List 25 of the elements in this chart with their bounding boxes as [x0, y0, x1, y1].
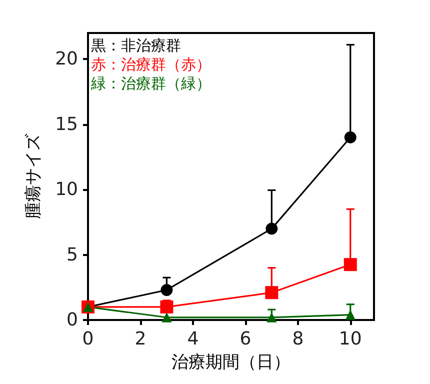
- y-tick-label: 0: [66, 310, 78, 330]
- point: [266, 312, 277, 322]
- point: [266, 222, 278, 235]
- text: 赤：治療群（赤）: [91, 56, 211, 74]
- x-tick-label: 10: [338, 328, 362, 350]
- text: 黒：非治療群: [91, 36, 181, 54]
- point: [265, 286, 278, 300]
- x-tick-label: 8: [292, 328, 304, 350]
- x-tick-label: 6: [240, 328, 252, 350]
- point: [160, 300, 174, 314]
- x-axis-title: 治療期間（日）: [172, 352, 290, 372]
- y-axis-title: 腫瘍サイズ: [24, 133, 44, 219]
- point: [344, 131, 356, 144]
- x-tick-label: 0: [82, 328, 94, 350]
- y-tick-label: 10: [55, 179, 78, 200]
- y-tick-label: 20: [55, 48, 78, 70]
- point: [162, 312, 172, 322]
- point: [160, 284, 173, 296]
- point: [345, 310, 356, 320]
- x-tick-label: 2: [134, 328, 146, 350]
- point: [344, 258, 357, 272]
- y-tick-label: 5: [66, 244, 78, 266]
- x-tick-label: 4: [187, 328, 199, 350]
- y-tick-label: 15: [55, 114, 78, 135]
- text: 緑：治療群（緑）: [90, 74, 211, 92]
